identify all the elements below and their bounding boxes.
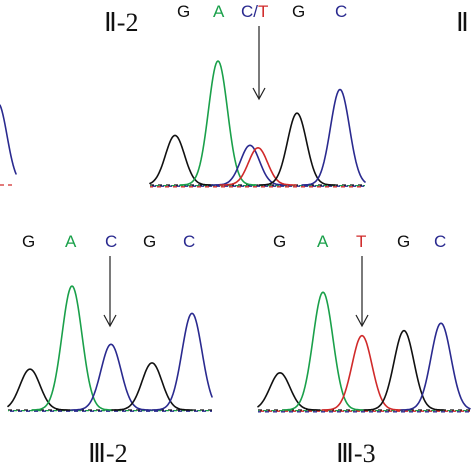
peak-a [282, 291, 364, 411]
base-call-heterozygous: C/T [241, 2, 268, 21]
base-calls-ii-2: G A C/T G C [177, 2, 347, 21]
traces-iii-2 [7, 285, 213, 412]
mutation-arrow [252, 26, 266, 101]
peak-g [149, 134, 214, 186]
panel-ii-partial: Ⅱ [456, 8, 469, 37]
peak-c [400, 322, 471, 411]
base-call-slash: / [253, 2, 258, 21]
peak-t [219, 147, 297, 186]
base-call: G [292, 2, 305, 21]
base-call: C [434, 232, 446, 251]
peak-c [301, 88, 366, 186]
panel-label-ii-partial: Ⅱ [456, 8, 469, 37]
base-call: G [397, 232, 410, 251]
base-call: C [105, 232, 117, 251]
panel-label-iii-3: Ⅲ-3 [336, 439, 376, 468]
arrow-head [252, 87, 266, 101]
peak-g [257, 372, 321, 411]
mutation-arrow [103, 256, 117, 328]
peak-a [179, 60, 257, 186]
peak-g [363, 329, 445, 411]
peak-g [7, 368, 71, 411]
traces-ii-2 [149, 60, 366, 188]
peak-t [321, 334, 403, 411]
base-call: G [143, 232, 156, 251]
base-call: A [65, 232, 77, 251]
arrow-head [355, 314, 369, 328]
peak-c [211, 144, 289, 186]
panel-iii-2: G A C G C Ⅲ-2 [7, 232, 213, 468]
base-call-c: C [241, 2, 253, 21]
base-call: A [317, 232, 329, 251]
trace-fragment-left-edge [0, 104, 17, 186]
peak-fragment [0, 104, 17, 175]
peak-g [258, 112, 336, 186]
traces-iii-3 [257, 291, 471, 413]
arrow-head [103, 314, 117, 328]
base-calls-iii-3: G A T G C [273, 232, 446, 251]
base-call: G [273, 232, 286, 251]
base-call: C [183, 232, 195, 251]
mutation-arrow [355, 256, 369, 328]
peak-c [70, 343, 152, 411]
peak-c [151, 312, 213, 411]
base-call: A [213, 2, 225, 21]
base-call: C [335, 2, 347, 21]
base-call: T [356, 232, 366, 251]
panel-iii-3: G A T G C Ⅲ-3 [257, 232, 471, 468]
base-call: G [177, 2, 190, 21]
panel-ii-2: Ⅱ-2 G A C/T G C [104, 2, 366, 188]
peak-g [111, 362, 193, 411]
base-calls-iii-2: G A C G C [22, 232, 195, 251]
base-call: G [22, 232, 35, 251]
panel-label-ii-2: Ⅱ-2 [104, 8, 138, 37]
peak-a [31, 285, 113, 411]
base-call-t: T [258, 2, 268, 21]
panel-label-iii-2: Ⅲ-2 [88, 439, 128, 468]
